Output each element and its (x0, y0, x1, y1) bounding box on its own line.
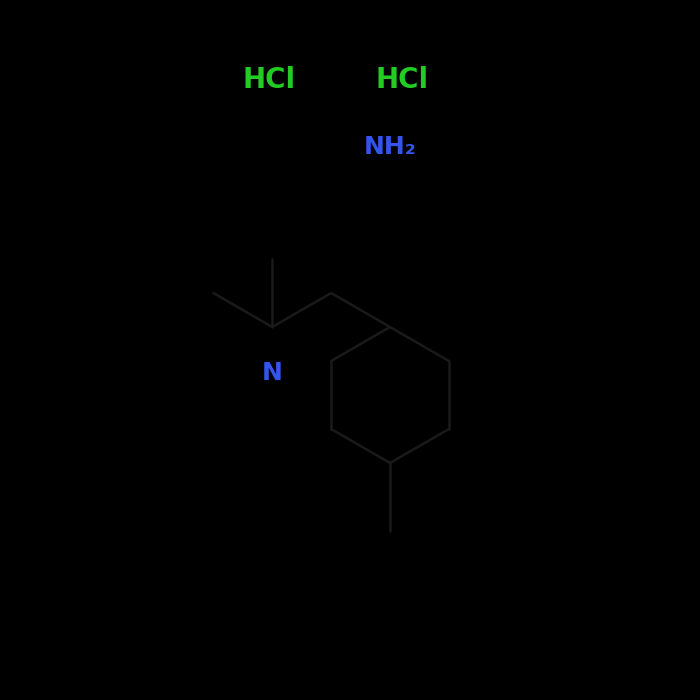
Text: HCl: HCl (243, 66, 296, 94)
Text: N: N (262, 361, 283, 385)
Text: NH₂: NH₂ (363, 135, 416, 159)
Text: HCl: HCl (376, 66, 429, 94)
